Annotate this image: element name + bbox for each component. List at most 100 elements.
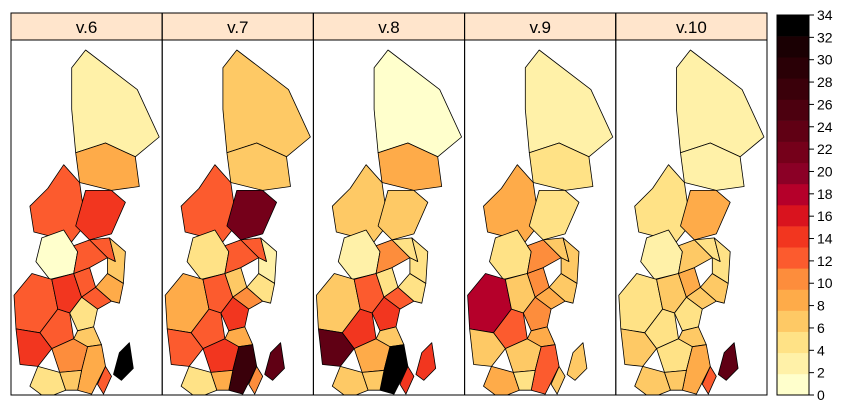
legend-swatch xyxy=(777,183,809,206)
county-region xyxy=(258,237,278,284)
county-region xyxy=(524,49,614,158)
county-region xyxy=(15,328,53,367)
map-panel-4: v.9 xyxy=(464,12,617,396)
county-region xyxy=(73,326,102,348)
county-region xyxy=(71,49,160,158)
legend-tick-label: 18 xyxy=(817,186,833,202)
county-region xyxy=(566,342,588,381)
legend-swatch xyxy=(777,141,809,164)
county-region xyxy=(526,326,556,348)
county-region xyxy=(469,328,506,367)
panel-title: v.7 xyxy=(227,18,248,37)
legend-tick-label: 20 xyxy=(817,163,833,179)
map-panels: v.6 v.7 v.8 v.9 v.10 xyxy=(10,12,768,396)
county-region xyxy=(620,328,657,367)
legend-tick-label: 16 xyxy=(817,208,833,224)
county-region xyxy=(113,342,134,381)
panel-strip xyxy=(312,12,466,41)
county-region xyxy=(29,365,67,395)
map-panel-3: v.8 xyxy=(312,12,466,396)
county-region xyxy=(220,296,250,332)
county-region xyxy=(522,296,552,332)
legend-frame xyxy=(776,14,810,396)
county-region xyxy=(717,342,739,381)
county-region xyxy=(248,365,264,395)
county-region xyxy=(69,296,98,332)
legend-tick-label: 22 xyxy=(817,141,833,157)
panel-frame xyxy=(615,12,768,396)
county-region xyxy=(674,296,703,332)
county-region xyxy=(483,164,540,243)
panel-strip xyxy=(10,12,163,41)
county-region xyxy=(634,365,671,395)
county-region xyxy=(550,365,566,395)
legend-tick-label: 0 xyxy=(817,387,825,403)
county-region xyxy=(226,189,278,241)
county-region xyxy=(97,365,112,395)
county-region xyxy=(528,189,580,241)
legend-tick-label: 34 xyxy=(817,7,833,23)
legend-tick-label: 30 xyxy=(817,52,833,68)
legend-tick-label: 12 xyxy=(817,253,833,269)
map-panel-5: v.10 xyxy=(615,12,768,396)
legend-tick-label: 24 xyxy=(817,119,833,135)
county-region xyxy=(222,49,311,158)
county-region xyxy=(95,273,124,304)
legend-tick-label: 10 xyxy=(817,275,833,291)
county-region xyxy=(377,189,429,241)
legend-swatch xyxy=(777,162,809,185)
legend-tick-label: 26 xyxy=(817,96,833,112)
county-region xyxy=(700,273,729,304)
legend-tick-label: 2 xyxy=(817,365,825,381)
legend-swatch xyxy=(777,289,809,311)
county-region xyxy=(29,164,86,243)
county-region xyxy=(166,328,204,367)
county-region xyxy=(59,369,82,391)
county-region xyxy=(676,49,765,158)
legend-swatch xyxy=(777,352,809,375)
legend-swatch xyxy=(777,268,809,290)
county-region xyxy=(634,164,691,243)
legend-swatch xyxy=(777,15,809,37)
legend-swatch xyxy=(777,226,809,248)
legend-tick-label: 14 xyxy=(817,231,833,247)
legend-swatch xyxy=(777,247,809,269)
county-region xyxy=(512,369,536,391)
county-region xyxy=(180,164,238,243)
county-region xyxy=(264,342,285,381)
county-region xyxy=(678,326,707,348)
legend-tick-label: 32 xyxy=(817,29,833,45)
county-region xyxy=(680,189,731,241)
county-region xyxy=(331,164,389,243)
legend-swatch xyxy=(777,205,809,227)
legend-tick-label: 28 xyxy=(817,74,833,90)
county-region xyxy=(373,49,463,158)
panel-title: v.8 xyxy=(378,18,399,37)
county-region xyxy=(317,328,355,367)
county-region xyxy=(224,326,254,348)
legend-swatch xyxy=(777,120,809,142)
county-region xyxy=(397,273,427,304)
legend-swatch xyxy=(777,373,809,396)
map-panel-2: v.7 xyxy=(161,12,314,396)
county-region xyxy=(409,237,429,284)
legend-swatch xyxy=(777,99,809,121)
map-panel-1: v.6 xyxy=(10,12,163,396)
county-region xyxy=(483,365,520,395)
county-region xyxy=(664,369,687,391)
county-region xyxy=(375,326,405,348)
legend-swatch xyxy=(777,57,809,79)
legend-swatch xyxy=(777,78,809,100)
panel-title: v.9 xyxy=(529,18,550,37)
panel-title: v.6 xyxy=(76,18,97,37)
legend-swatch xyxy=(777,36,809,58)
legend-tick-label: 8 xyxy=(817,298,825,314)
legend-swatch xyxy=(777,331,809,354)
county-region xyxy=(75,189,126,241)
county-region xyxy=(560,237,580,284)
legend-swatch xyxy=(777,310,809,332)
panel-title: v.10 xyxy=(676,18,707,37)
county-region xyxy=(210,369,234,391)
county-region xyxy=(711,237,731,284)
county-region xyxy=(331,365,369,395)
